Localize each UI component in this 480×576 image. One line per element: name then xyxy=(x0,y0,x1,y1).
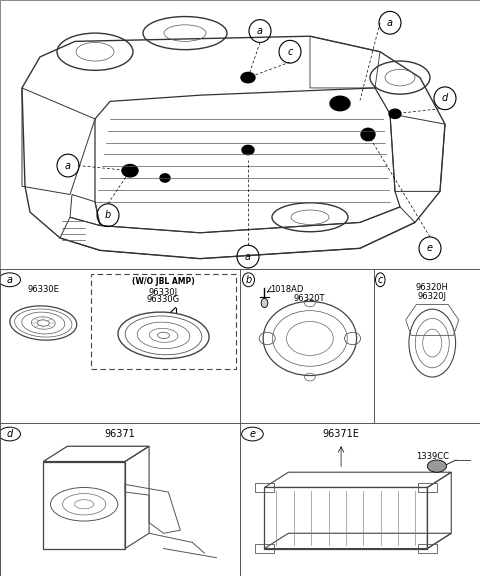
Ellipse shape xyxy=(389,109,401,119)
Text: d: d xyxy=(442,93,448,103)
Bar xyxy=(418,544,437,553)
Text: e: e xyxy=(250,429,255,439)
Ellipse shape xyxy=(330,96,350,111)
Text: d: d xyxy=(7,429,13,439)
Ellipse shape xyxy=(160,174,170,182)
Text: a: a xyxy=(7,275,12,285)
Text: b: b xyxy=(105,210,111,220)
Ellipse shape xyxy=(241,73,255,83)
Bar xyxy=(418,483,437,492)
Text: a: a xyxy=(387,18,393,28)
Text: e: e xyxy=(427,243,433,253)
Text: 96320H: 96320H xyxy=(416,283,449,292)
Text: a: a xyxy=(65,161,71,170)
Text: 96371: 96371 xyxy=(105,429,136,439)
Circle shape xyxy=(427,460,446,472)
Text: 96330E: 96330E xyxy=(27,285,59,294)
Text: 1339CC: 1339CC xyxy=(416,452,449,461)
Text: b: b xyxy=(245,275,252,285)
Text: c: c xyxy=(378,275,383,285)
Text: a: a xyxy=(245,252,251,262)
Text: c: c xyxy=(288,47,293,56)
Text: (W/O JBL AMP): (W/O JBL AMP) xyxy=(132,277,195,286)
Bar xyxy=(255,544,274,553)
Text: 96330J: 96330J xyxy=(149,287,178,297)
Text: 96330G: 96330G xyxy=(147,295,180,304)
Ellipse shape xyxy=(122,165,138,177)
Ellipse shape xyxy=(242,145,254,155)
Text: 96320T: 96320T xyxy=(294,294,325,303)
Text: a: a xyxy=(257,26,263,36)
Text: 96320J: 96320J xyxy=(418,292,447,301)
Text: 1018AD: 1018AD xyxy=(270,285,303,294)
Bar xyxy=(255,483,274,492)
Ellipse shape xyxy=(361,128,375,141)
Text: 96371E: 96371E xyxy=(323,429,360,439)
Ellipse shape xyxy=(261,298,268,308)
